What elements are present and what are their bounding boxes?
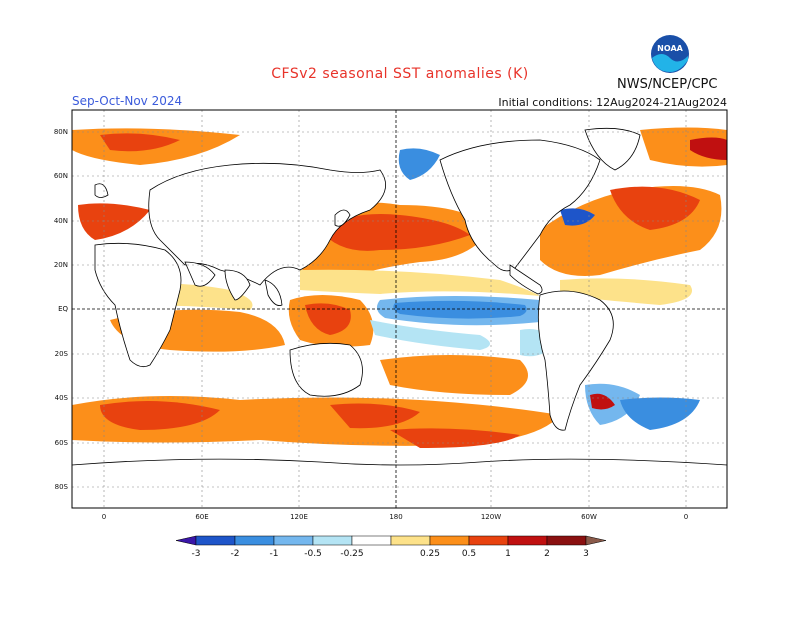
graticule bbox=[72, 110, 727, 508]
lon-label: 0 bbox=[102, 513, 106, 521]
colorbar-tick-label: 2 bbox=[544, 549, 550, 559]
lat-label: 60N bbox=[54, 172, 68, 180]
colorbar-segment bbox=[234, 535, 275, 546]
noaa-logo-text: NOAA bbox=[657, 44, 683, 53]
colorbar-segment bbox=[273, 535, 314, 546]
colorbar-segment bbox=[195, 535, 236, 546]
lat-label: 60S bbox=[55, 439, 69, 447]
lat-label: 20N bbox=[54, 261, 68, 269]
colorbar-tick-label: -0.25 bbox=[340, 549, 363, 559]
colorbar-segment bbox=[312, 535, 353, 546]
colorbar-tick-label: -2 bbox=[231, 549, 240, 559]
lon-label: 60E bbox=[195, 513, 208, 521]
colorbar-tick-label: -0.5 bbox=[304, 549, 322, 559]
lon-label: 180 bbox=[389, 513, 402, 521]
noaa-logo: NOAA bbox=[651, 35, 689, 73]
lat-labels: 80N 60N 40N 20N EQ 20S 40S 60S 80S bbox=[54, 128, 69, 491]
colorbar-tick-label: -1 bbox=[270, 549, 279, 559]
colorbar-tick-label: 0.25 bbox=[420, 549, 440, 559]
lat-label: 40N bbox=[54, 217, 68, 225]
lon-label: 60W bbox=[581, 513, 597, 521]
lat-label: 80S bbox=[55, 483, 69, 491]
initial-conditions-label: Initial conditions: 12Aug2024-21Aug2024 bbox=[498, 96, 727, 109]
colorbar-segment bbox=[351, 535, 392, 546]
map-title: CFSv2 seasonal SST anomalies (K) bbox=[271, 66, 529, 82]
colorbar-tick-label: 3 bbox=[583, 549, 589, 559]
colorbar-tick-label: 1 bbox=[505, 549, 511, 559]
colorbar-segment bbox=[390, 535, 431, 546]
colorbar-tick-label: -3 bbox=[192, 549, 201, 559]
colorbar-segment bbox=[175, 535, 197, 546]
colorbar-tick-label: 0.5 bbox=[462, 549, 476, 559]
lon-label: 120E bbox=[290, 513, 308, 521]
continents bbox=[72, 127, 727, 508]
colorbar-segment bbox=[429, 535, 470, 546]
lon-label: 120W bbox=[481, 513, 501, 521]
lat-label: 80N bbox=[54, 128, 68, 136]
colorbar-segment bbox=[546, 535, 587, 546]
season-label: Sep-Oct-Nov 2024 bbox=[72, 94, 183, 108]
map-frame bbox=[71, 109, 728, 509]
colorbar-segment bbox=[507, 535, 548, 546]
agency-label: NWS/NCEP/CPC bbox=[617, 77, 718, 92]
lat-label: 40S bbox=[55, 394, 69, 402]
lon-labels: 0 60E 120E 180 120W 60W 0 bbox=[102, 513, 688, 521]
lat-label: 20S bbox=[55, 350, 69, 358]
colorbar: -3 -2 -1 -0.5 -0.25 0.25 0.5 1 2 3 bbox=[175, 535, 607, 559]
colorbar-segment bbox=[585, 535, 607, 546]
anomaly-field bbox=[72, 127, 727, 448]
colorbar-segment bbox=[468, 535, 509, 546]
lon-label: 0 bbox=[684, 513, 688, 521]
lat-label: EQ bbox=[58, 305, 68, 313]
